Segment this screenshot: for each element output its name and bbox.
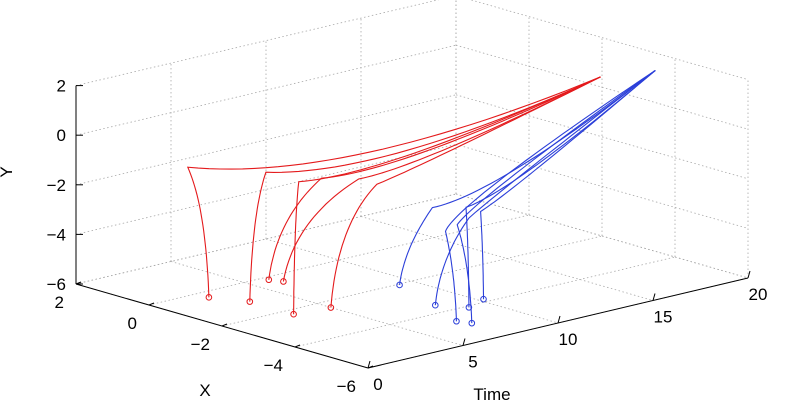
y-tick-label: −2 [47,176,66,195]
grid-line-floor-t [360,216,654,301]
grid-line-floor-x [221,235,603,327]
grid-line-floor-x [148,214,530,306]
grid-line-back-y [75,144,457,235]
y-tick-label: −4 [47,225,66,244]
grid-line-floor-t [170,261,464,346]
start-marker-blue-6 [432,301,439,309]
time-tick-label: 20 [749,285,768,304]
trajectory-red-6 [330,76,601,308]
trajectory-red-2 [249,76,601,302]
start-marker-blue-5 [480,295,487,303]
x-axis-label: X [199,381,210,400]
trajectory-blue-5 [480,69,656,300]
trajectory-red-3 [293,76,601,315]
x-tick-label: −6 [337,377,356,396]
x-tick-label: −4 [264,356,283,375]
grid-line-floor-t [455,193,749,279]
time-tick-mark [367,360,371,369]
time-tick-mark [747,270,751,279]
trajectory-blue-6 [434,69,656,306]
grid-line-side-y [469,0,749,80]
trajectory-blue-3 [444,69,656,322]
start-marker-red-4 [265,276,273,284]
y-tick-label: −6 [47,275,66,294]
trajectory-red-1 [186,76,601,298]
trajectory-red-4 [268,76,601,280]
trajectory-red-5 [282,76,601,282]
start-marker-red-1 [205,294,213,301]
x-tick-label: 0 [128,314,137,333]
start-marker-red-3 [290,310,297,318]
grid-line-side-y [455,144,749,229]
grid-line-side-y [455,94,749,180]
x-tick-label: 2 [55,293,64,312]
start-marker-red-2 [246,298,254,305]
time-tick-label: 10 [559,330,578,349]
start-marker-blue-3 [453,317,460,325]
time-tick-label: 5 [468,353,477,372]
y-tick-label: 0 [57,126,66,145]
time-tick-label: 0 [373,375,382,394]
time-tick-mark [652,293,656,301]
start-marker-blue-1 [396,281,403,289]
y-tick-label: 2 [57,77,66,96]
start-marker-blue-4 [465,304,473,311]
time-tick-mark [462,338,466,346]
axes-box [75,85,751,369]
x-tick-mark [294,344,301,348]
y-axis-label: Y [0,166,16,177]
x-tick-mark [367,365,374,369]
grid-line-side-y [455,44,749,130]
time-tick-mark [557,315,561,324]
grid-line-floor-x [75,193,457,285]
grid-line-back-y [75,44,457,136]
grid-layer [75,0,749,369]
start-marker-blue-2 [468,319,476,327]
time-tick-label: 15 [654,308,673,327]
x-tick-mark [75,281,82,285]
grid-line-back-y [75,94,457,186]
time-axis-label: Time [473,385,510,404]
x-tick-label: −2 [191,335,210,354]
grid-line-floor-x [294,256,676,348]
start-marker-red-6 [327,304,335,311]
x-tick-mark [148,302,155,306]
trajectory-blue-1 [399,69,656,286]
trajectory-blue-4 [465,69,656,308]
x-tick-mark [221,323,228,327]
grid-line-back-y [75,0,440,86]
series-layer [186,69,656,327]
start-marker-red-5 [280,278,287,285]
grid-line-floor-t [265,238,559,324]
